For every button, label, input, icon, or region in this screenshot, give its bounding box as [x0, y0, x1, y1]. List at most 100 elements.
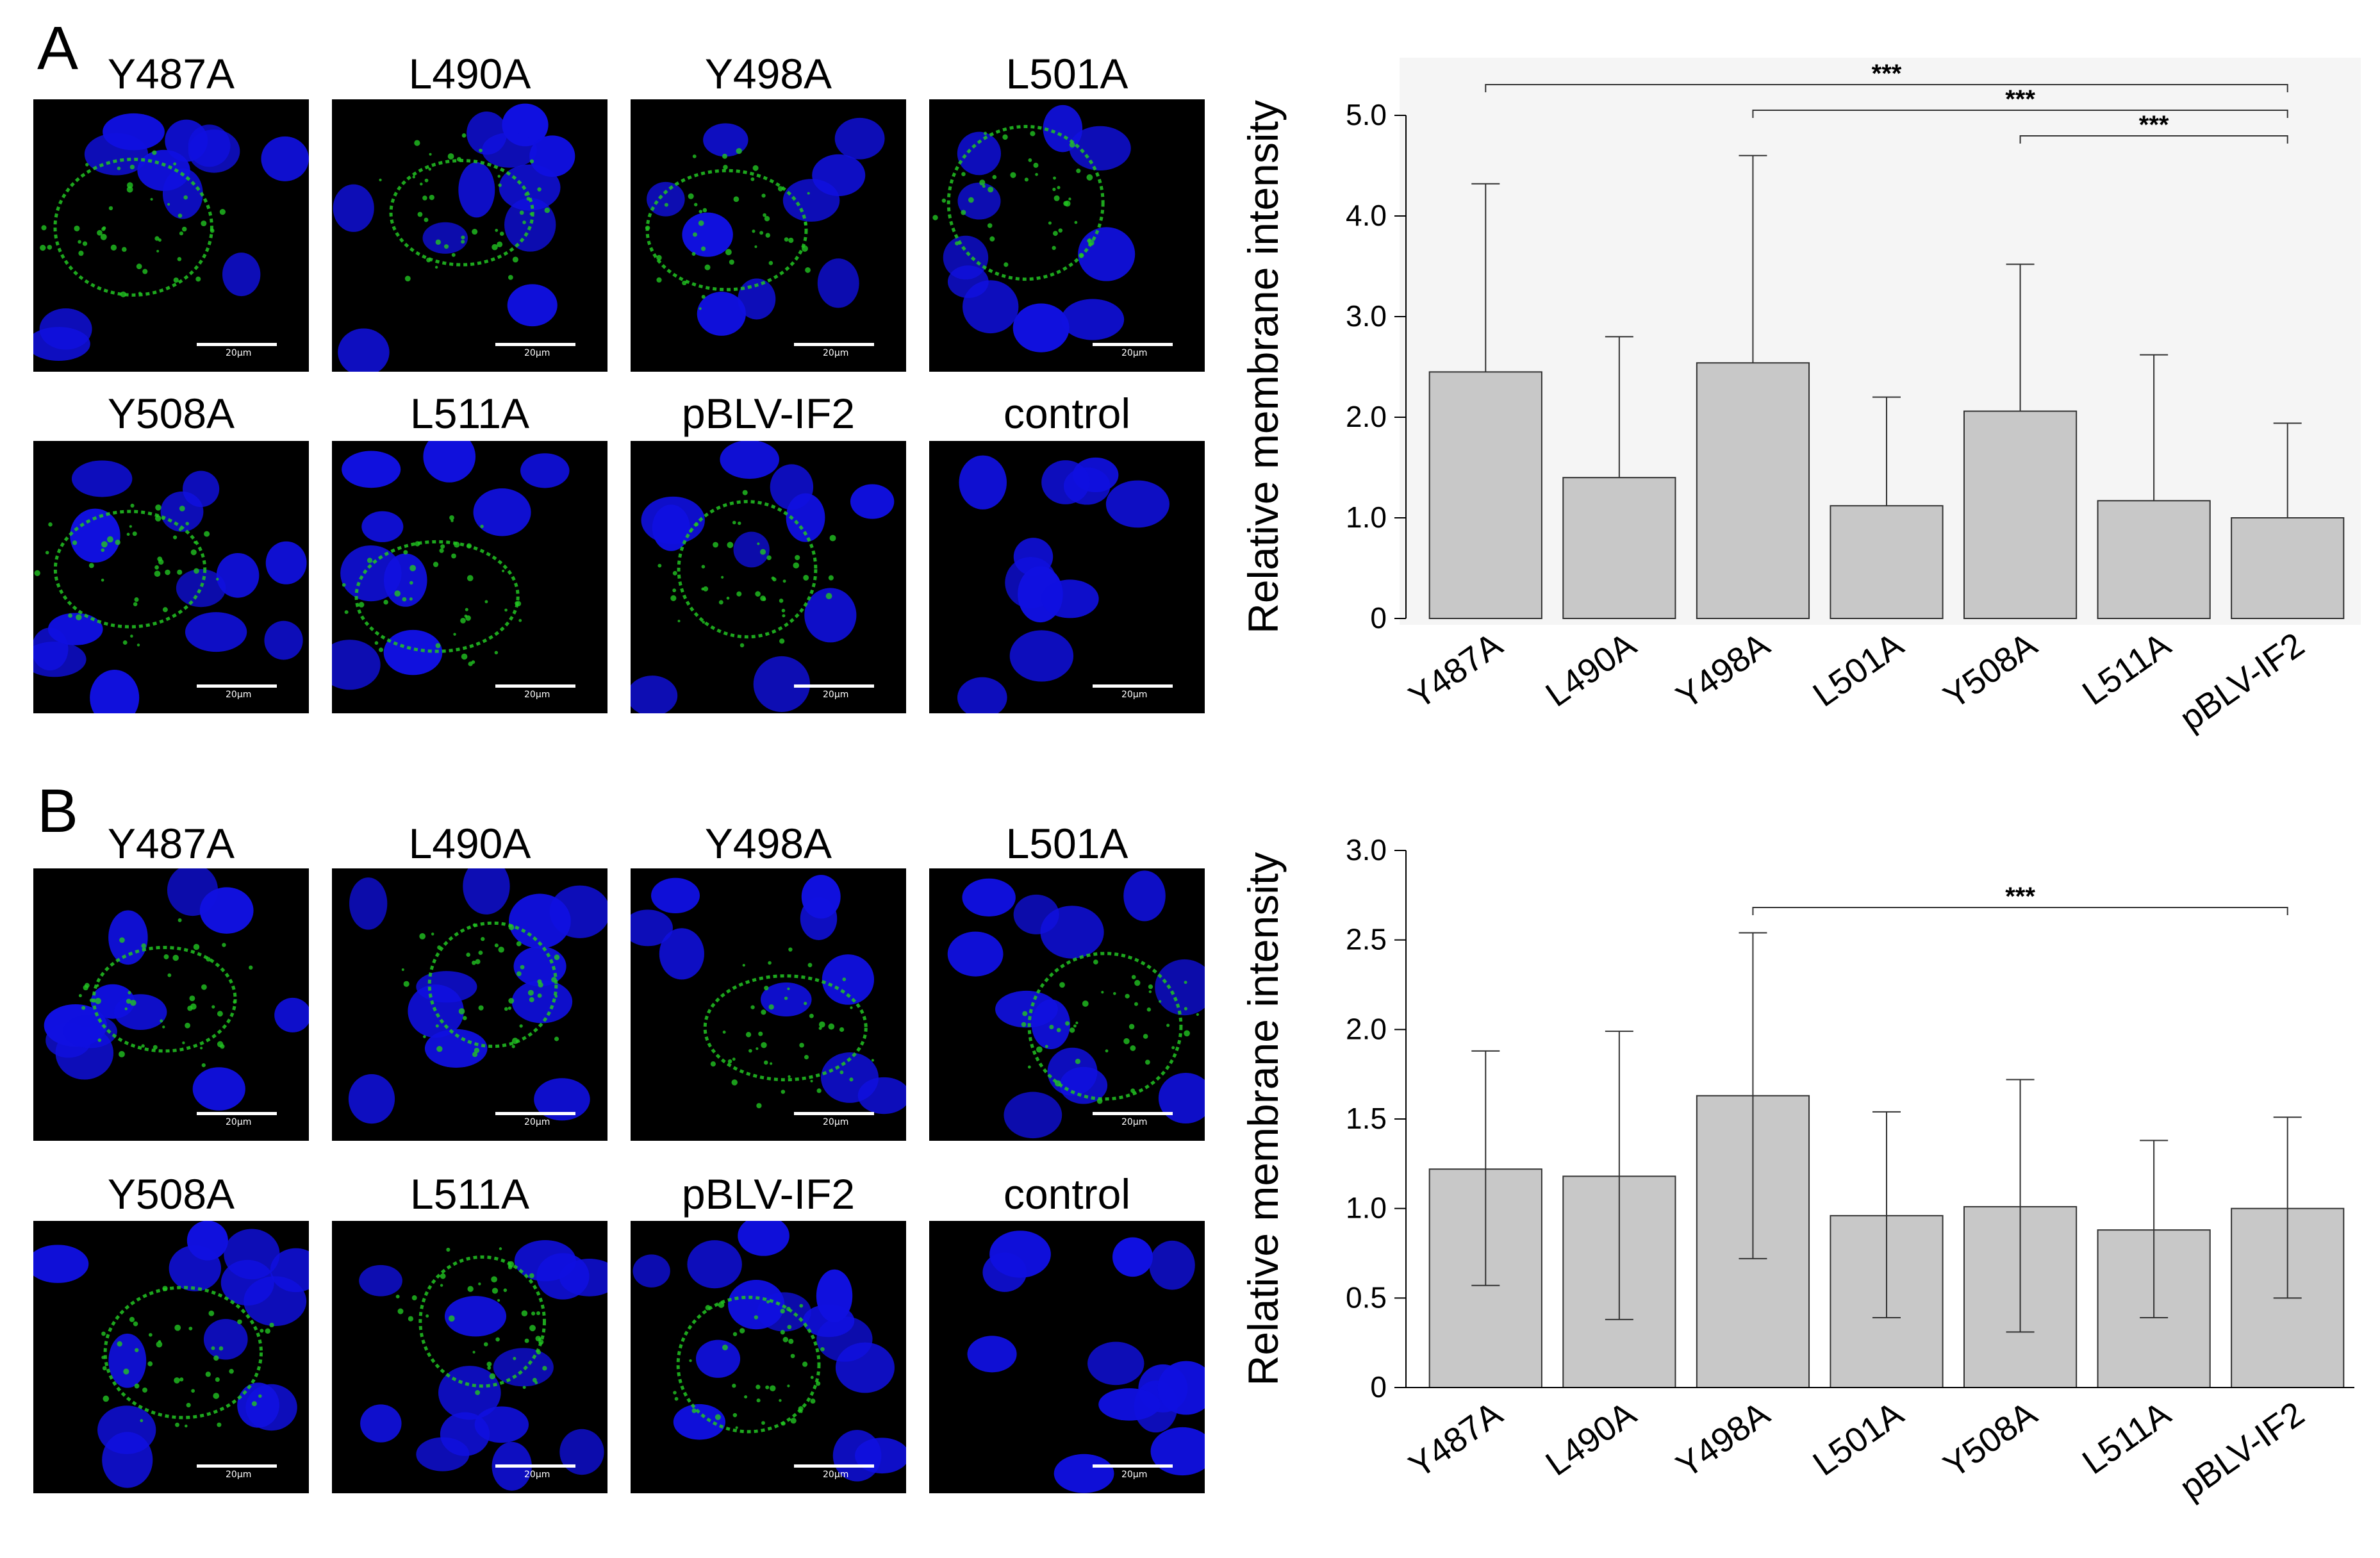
- stain-puncta: [497, 174, 500, 178]
- micrograph-cells: [359, 1239, 607, 1491]
- micrograph-cells: [631, 441, 895, 713]
- stain-puncta: [520, 965, 525, 970]
- stain-puncta: [478, 950, 483, 956]
- stain-puncta: [761, 1009, 766, 1015]
- stain-puncta: [475, 1389, 481, 1395]
- stain-puncta: [788, 1075, 791, 1079]
- stain-puncta: [764, 986, 769, 991]
- stain-puncta: [136, 643, 140, 647]
- image-label: L511A: [410, 1170, 529, 1218]
- stain-puncta: [786, 1307, 791, 1311]
- stain-puncta: [100, 233, 107, 240]
- stain-puncta: [522, 220, 526, 224]
- y-tick-label: 0: [1370, 601, 1387, 634]
- image-label: L490A: [408, 50, 531, 97]
- stain-puncta: [34, 570, 40, 576]
- nucleus: [959, 455, 1007, 510]
- stain-puncta: [153, 1045, 158, 1050]
- x-tick-label: pBLV-IF2: [2173, 1395, 2311, 1507]
- stain-puncta: [179, 231, 184, 236]
- stain-puncta: [759, 231, 764, 235]
- nucleus: [720, 441, 779, 479]
- stain-puncta: [394, 590, 401, 597]
- nucleus: [1004, 1091, 1062, 1139]
- stain-puncta: [201, 984, 207, 990]
- nucleus: [821, 1052, 879, 1103]
- stain-puncta: [788, 1338, 794, 1345]
- nucleus: [33, 327, 90, 361]
- stain-puncta: [1027, 1065, 1031, 1069]
- stain-puncta: [803, 575, 809, 581]
- stain-puncta: [179, 1377, 184, 1382]
- nucleus: [237, 1382, 279, 1428]
- stain-puncta: [722, 1345, 728, 1350]
- stain-puncta: [185, 522, 189, 526]
- stain-puncta: [95, 997, 101, 1004]
- stain-puncta: [736, 591, 742, 597]
- stain-puncta: [126, 186, 133, 193]
- stain-puncta: [1054, 195, 1060, 201]
- stain-puncta: [498, 183, 502, 187]
- nucleus: [1013, 894, 1059, 934]
- stain-puncta: [265, 1328, 270, 1334]
- stain-puncta: [518, 618, 522, 622]
- stain-puncta: [508, 275, 513, 280]
- nucleus: [473, 488, 531, 536]
- stain-puncta: [731, 1079, 738, 1086]
- stain-puncta: [458, 1008, 465, 1015]
- stain-puncta: [740, 643, 745, 648]
- stain-puncta: [1145, 1059, 1150, 1065]
- stain-puncta: [781, 1090, 786, 1094]
- stain-puncta: [1130, 1045, 1136, 1051]
- stain-puncta: [142, 1388, 147, 1393]
- scale-bar-label: 20μm: [226, 690, 252, 700]
- stain-puncta: [761, 1421, 765, 1425]
- scale-bar: [1093, 1112, 1173, 1115]
- scale-bar-label: 20μm: [226, 348, 252, 358]
- stain-puncta: [984, 131, 988, 135]
- stain-puncta: [537, 993, 542, 998]
- nucleus: [631, 909, 673, 947]
- stain-puncta: [1125, 993, 1130, 999]
- stain-puncta: [764, 216, 770, 222]
- stain-puncta: [41, 225, 47, 231]
- stain-puncta: [1053, 176, 1056, 180]
- stain-puncta: [127, 182, 133, 188]
- stain-puncta: [752, 165, 759, 171]
- nucleus: [1041, 460, 1090, 504]
- nucleus: [102, 1432, 153, 1488]
- stain-puncta: [134, 1383, 140, 1389]
- stain-puncta: [932, 215, 938, 220]
- stain-puncta: [1184, 981, 1187, 984]
- stain-puncta: [513, 1357, 516, 1361]
- stain-puncta: [818, 1021, 825, 1028]
- stain-puncta: [961, 210, 966, 215]
- stain-puncta: [511, 1038, 518, 1045]
- nucleus: [1123, 870, 1166, 922]
- nucleus: [651, 877, 700, 914]
- stain-puncta: [1065, 1021, 1070, 1026]
- stain-puncta: [1004, 262, 1009, 267]
- stain-puncta: [1002, 134, 1008, 140]
- stain-puncta: [436, 1046, 443, 1052]
- stain-puncta: [698, 210, 703, 213]
- scale-bar-label: 20μm: [524, 1117, 550, 1127]
- nucleus: [962, 878, 1016, 916]
- stain-puncta: [188, 1327, 193, 1330]
- stain-puncta: [472, 1052, 478, 1057]
- stain-puncta: [426, 1314, 429, 1318]
- stain-puncta: [782, 579, 786, 583]
- stain-puncta: [183, 195, 188, 200]
- stain-puncta: [378, 647, 383, 652]
- stain-puncta: [161, 517, 165, 520]
- stain-puncta: [423, 1035, 426, 1038]
- stain-puncta: [190, 1003, 197, 1010]
- stain-puncta: [529, 212, 533, 216]
- stain-puncta: [788, 947, 793, 952]
- stain-puncta: [807, 963, 813, 968]
- stain-puncta: [454, 542, 460, 548]
- scale-bar-label: 20μm: [226, 1117, 252, 1127]
- nucleus: [342, 451, 401, 488]
- nucleus: [1078, 227, 1136, 281]
- significance-label: ***: [2005, 883, 2035, 911]
